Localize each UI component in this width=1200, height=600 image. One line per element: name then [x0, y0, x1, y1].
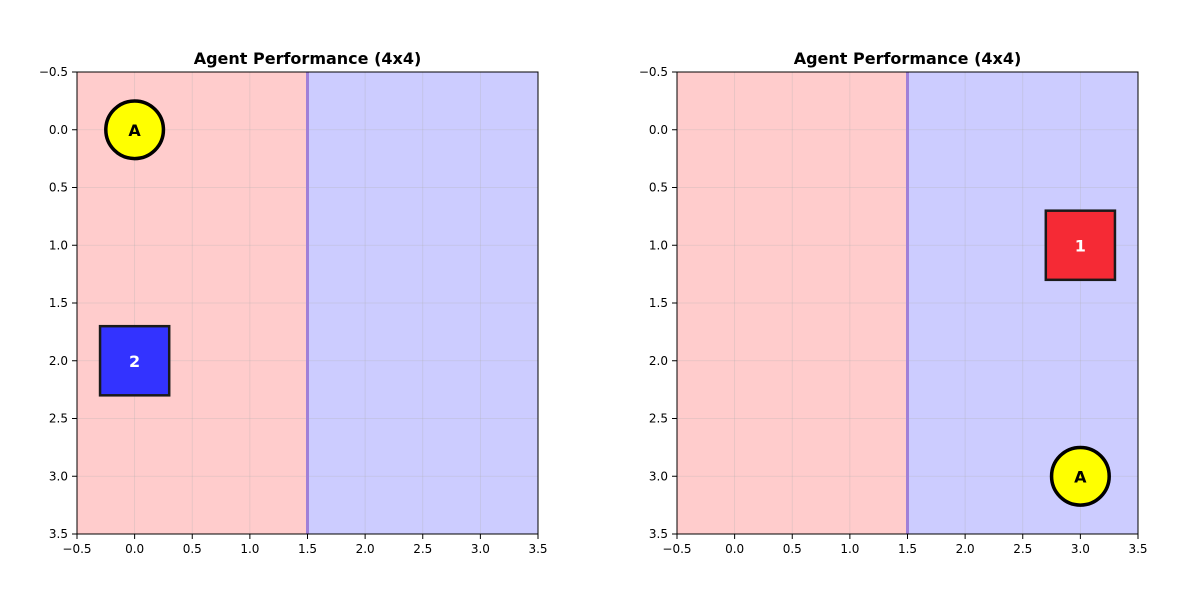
left-x-tick-label: −0.5: [62, 542, 91, 556]
right-y-tick-label: 1.0: [649, 238, 668, 252]
left-y-tick-label: 1.0: [49, 238, 68, 252]
left-y-tick-label: 0.0: [49, 123, 68, 137]
left-x-tick-label: 2.0: [356, 542, 375, 556]
right-x-tick-label: −0.5: [662, 542, 691, 556]
right-y-tick-label: 0.5: [649, 181, 668, 195]
left-y-tick-label: 1.5: [49, 296, 68, 310]
left-marker-label-2: 2: [129, 352, 140, 371]
right-x-tick-label: 2.5: [1013, 542, 1032, 556]
right-y-tick-label: −0.5: [639, 65, 668, 79]
left-panel: Agent Performance (4x4) A 2 −0.5 0.0 0.5 1.0 1…: [39, 49, 548, 556]
left-x-tick-label: 3.0: [471, 542, 490, 556]
right-y-tick-label: 0.0: [649, 123, 668, 137]
right-y-tick-label: 2.0: [649, 354, 668, 368]
left-block-2: [98, 324, 171, 397]
left-region-1: [307, 72, 538, 534]
right-y-tick-label: 1.5: [649, 296, 668, 310]
right-y-tick-label: 3.5: [649, 527, 668, 541]
right-x-tick-label: 3.5: [1128, 542, 1147, 556]
right-x-tick-label: 0.5: [783, 542, 802, 556]
left-marker-label-A: A: [128, 121, 141, 140]
left-y-tick-label: 3.5: [49, 527, 68, 541]
left-y-tick-label: 2.5: [49, 412, 68, 426]
right-marker-label-1: 1: [1075, 236, 1086, 255]
right-agent-marker: [1049, 445, 1111, 507]
right-panel: Agent Performance (4x4) 1 A −0.5 0.0 0.5 1.0 1…: [639, 49, 1148, 556]
left-x-tick-label: 2.5: [413, 542, 432, 556]
right-x-tick-label: 1.0: [840, 542, 859, 556]
right-marker-label-A: A: [1074, 467, 1087, 486]
right-region-0: [677, 72, 908, 534]
left-x-tick-label: 0.5: [183, 542, 202, 556]
right-plot-area: 1A−0.5 0.0 0.5 1.0 1.5 2.0 2.5 3.0 3.5−0.50.00.5…: [639, 65, 1148, 556]
left-x-tick-label: 1.5: [298, 542, 317, 556]
left-x-tick-label: 0.0: [125, 542, 144, 556]
right-panel-title: Agent Performance (4x4): [794, 49, 1022, 68]
left-y-tick-label: 0.5: [49, 181, 68, 195]
left-x-tick-label: 3.5: [528, 542, 547, 556]
left-y-tick-label: 3.0: [49, 469, 68, 483]
left-plot-area: A2−0.5 0.0 0.5 1.0 1.5 2.0 2.5 3.0 3.5−0.50.00.5…: [39, 65, 548, 556]
left-agent-marker: [104, 99, 166, 161]
left-y-tick-label: −0.5: [39, 65, 68, 79]
right-y-tick-label: 2.5: [649, 412, 668, 426]
right-x-tick-label: 2.0: [956, 542, 975, 556]
right-x-tick-label: 1.5: [898, 542, 917, 556]
right-y-tick-label: 3.0: [649, 469, 668, 483]
left-panel-title: Agent Performance (4x4): [194, 49, 422, 68]
left-y-tick-label: 2.0: [49, 354, 68, 368]
right-x-tick-label: 3.0: [1071, 542, 1090, 556]
left-x-tick-label: 1.0: [240, 542, 259, 556]
right-block-1: [1044, 209, 1117, 282]
right-x-tick-label: 0.0: [725, 542, 744, 556]
